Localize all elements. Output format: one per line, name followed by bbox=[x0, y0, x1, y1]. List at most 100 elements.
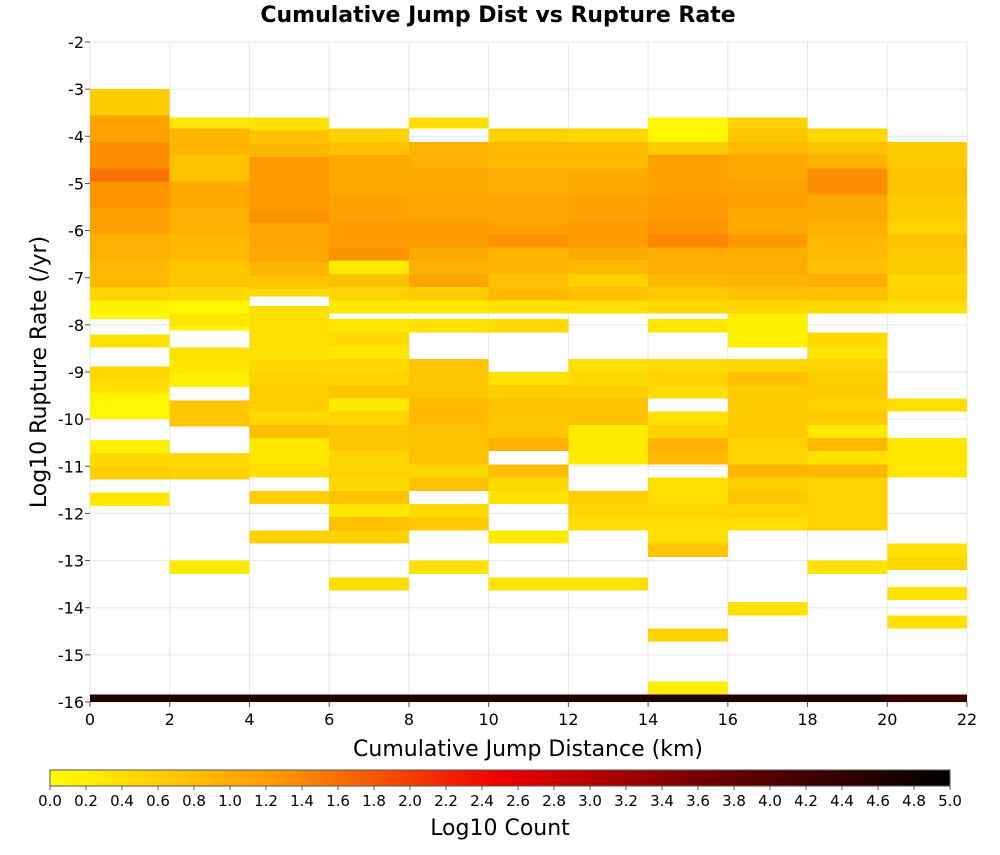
heatmap-cell bbox=[648, 517, 728, 544]
heatmap-cell bbox=[90, 334, 170, 348]
y-axis-ticks: -2 -3 -4 -5 -6 -7 -8 -9 -10 -11 -12 -13 -14 -15 -16 bbox=[58, 33, 90, 712]
heatmap-cell bbox=[648, 681, 728, 695]
x-tick-label: 4 bbox=[244, 710, 254, 729]
y-tick-label: -11 bbox=[58, 457, 84, 476]
heatmap-cell bbox=[408, 694, 489, 702]
heatmap-cell bbox=[568, 287, 649, 301]
heatmap-cell bbox=[488, 247, 569, 274]
heatmap-cell bbox=[568, 141, 649, 169]
heatmap-cell bbox=[169, 373, 250, 388]
y-tick-label: -16 bbox=[58, 693, 84, 712]
heatmap-cell bbox=[887, 556, 967, 570]
heatmap-cell bbox=[727, 207, 808, 235]
heatmap-cell bbox=[568, 300, 649, 314]
heatmap-cell bbox=[648, 628, 728, 642]
heatmap-cell bbox=[648, 477, 728, 504]
heatmap-cell bbox=[329, 221, 409, 248]
heatmap-cell bbox=[169, 400, 250, 427]
y-tick-label: -5 bbox=[68, 174, 84, 193]
heatmap-cell bbox=[727, 358, 808, 372]
colorbar bbox=[49, 769, 951, 787]
heatmap-cell bbox=[90, 405, 170, 420]
heatmap-cell bbox=[488, 319, 569, 333]
heatmap-cell bbox=[807, 168, 888, 195]
heatmap-cell bbox=[90, 694, 170, 702]
heatmap-cell bbox=[488, 287, 569, 301]
x-tick-label: 0 bbox=[85, 710, 95, 729]
colorbar-tick-label: 2.6 bbox=[506, 792, 530, 810]
heatmap-cell bbox=[90, 89, 170, 116]
heatmap-cell bbox=[249, 385, 330, 412]
heatmap-cell bbox=[169, 466, 250, 480]
heatmap-cell bbox=[648, 273, 728, 288]
heatmap-cell bbox=[488, 234, 569, 248]
heatmap-cell bbox=[249, 262, 330, 276]
x-axis-label: Cumulative Jump Distance (km) bbox=[353, 737, 703, 762]
heatmap-cell bbox=[727, 517, 808, 531]
colorbar-tick-label: 2.0 bbox=[398, 792, 422, 810]
heatmap-cell bbox=[249, 411, 330, 425]
heatmap-cell bbox=[249, 117, 330, 131]
heatmap-cell bbox=[568, 424, 649, 465]
y-tick-label: -15 bbox=[58, 646, 84, 665]
heatmap-cell bbox=[568, 358, 649, 372]
heatmap-cell bbox=[807, 411, 888, 425]
heatmap-cell bbox=[727, 313, 808, 327]
heatmap-cell bbox=[329, 504, 409, 518]
heatmap-cell bbox=[648, 504, 728, 518]
heatmap-cell bbox=[648, 319, 728, 333]
heatmap-cell bbox=[329, 477, 409, 491]
heatmap-cell bbox=[329, 300, 409, 314]
colorbar-tick-label: 3.6 bbox=[686, 792, 710, 810]
heatmap-cell bbox=[329, 490, 409, 504]
heatmap-cell bbox=[488, 694, 569, 702]
y-tick-label: -13 bbox=[58, 552, 84, 571]
heatmap-cell bbox=[488, 194, 569, 222]
x-tick-label: 10 bbox=[478, 710, 498, 729]
colorbar-tick-label: 0.2 bbox=[74, 792, 98, 810]
heatmap-cell bbox=[329, 398, 409, 412]
colorbar-tick-label: 3.0 bbox=[578, 792, 602, 810]
heatmap-cell bbox=[488, 300, 569, 314]
heatmap-cell bbox=[648, 424, 728, 438]
y-tick-label: -14 bbox=[58, 599, 84, 618]
chart-title: Cumulative Jump Dist vs Rupture Rate bbox=[260, 3, 735, 28]
heatmap-cell bbox=[169, 181, 250, 208]
heatmap-cell bbox=[249, 464, 330, 478]
heatmap-cell bbox=[727, 490, 808, 504]
heatmap-cell bbox=[568, 168, 649, 195]
heatmap-cell bbox=[568, 577, 649, 591]
colorbar-tick-label: 4.4 bbox=[830, 792, 854, 810]
heatmap-cell bbox=[90, 466, 170, 480]
heatmap-cell bbox=[90, 115, 170, 142]
heatmap-cell bbox=[807, 300, 888, 314]
colorbar-tick-label: 3.4 bbox=[650, 792, 674, 810]
colorbar-tick-label: 1.0 bbox=[218, 792, 242, 810]
heatmap-cell bbox=[727, 602, 808, 616]
heatmap-cell bbox=[329, 194, 409, 222]
heatmap-cell bbox=[648, 221, 728, 235]
heatmap-cell bbox=[648, 358, 728, 372]
heatmap-cell bbox=[887, 615, 967, 629]
heatmap-cell bbox=[488, 141, 569, 169]
heatmap-cell bbox=[408, 221, 489, 248]
heatmap-cell bbox=[807, 273, 888, 288]
y-tick-label: -10 bbox=[58, 410, 84, 429]
heatmap-cell bbox=[329, 155, 409, 195]
heatmap-cell bbox=[408, 504, 489, 518]
heatmap-cell bbox=[887, 221, 967, 235]
heatmap-cell bbox=[329, 247, 409, 261]
heatmap-cell bbox=[408, 398, 489, 425]
y-tick-label: -8 bbox=[68, 316, 84, 335]
heatmap-cell bbox=[408, 168, 489, 195]
heatmap-cell bbox=[329, 141, 409, 156]
x-tick-label: 18 bbox=[797, 710, 817, 729]
heatmap-cell bbox=[90, 141, 170, 169]
heatmap-cell bbox=[887, 194, 967, 222]
colorbar-tick-label: 3.2 bbox=[614, 792, 638, 810]
heatmap-cell bbox=[807, 560, 888, 574]
x-axis-ticks: 0 2 4 6 8 10 12 14 16 18 20 22 bbox=[85, 702, 977, 729]
x-tick-label: 8 bbox=[404, 710, 414, 729]
heatmap-cell bbox=[90, 366, 170, 380]
